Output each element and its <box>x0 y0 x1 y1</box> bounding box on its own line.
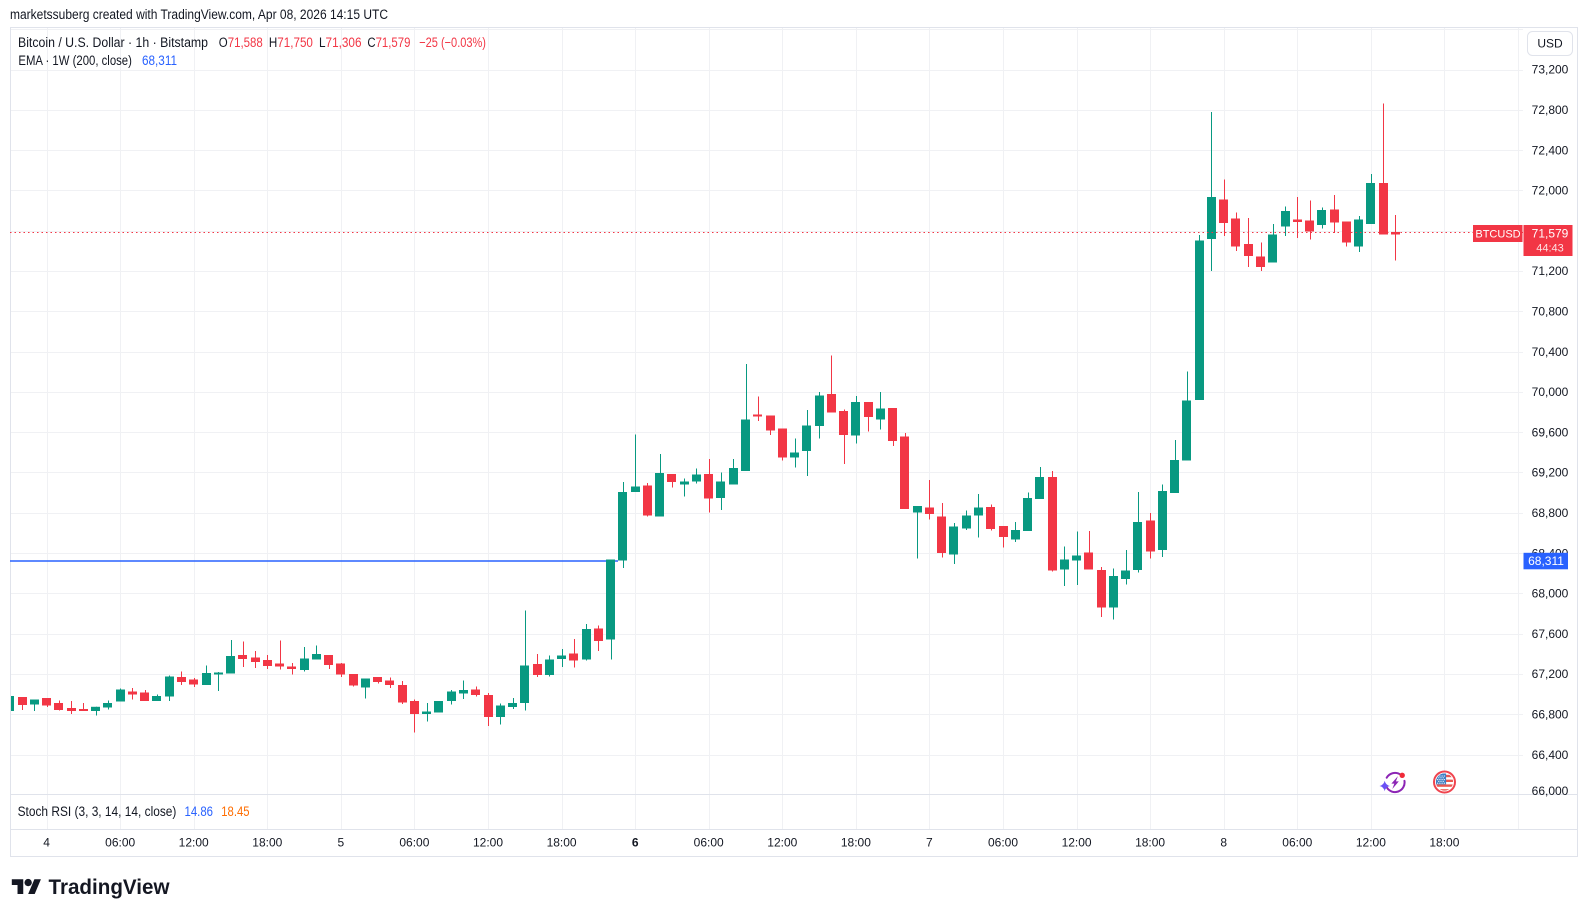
svg-text:70,400: 70,400 <box>1532 345 1569 359</box>
svg-text:18:00: 18:00 <box>1135 836 1165 850</box>
svg-text:18:00: 18:00 <box>252 836 282 850</box>
svg-text:67,600: 67,600 <box>1532 627 1569 641</box>
svg-text:marketssuberg created with Tra: marketssuberg created with TradingView.c… <box>10 7 388 22</box>
svg-text:71,200: 71,200 <box>1532 264 1569 278</box>
svg-text:70,000: 70,000 <box>1532 385 1569 399</box>
svg-text:5: 5 <box>338 836 345 850</box>
svg-text:69,200: 69,200 <box>1532 466 1569 480</box>
svg-text:Stoch RSI (3, 3, 14, 14, close: Stoch RSI (3, 3, 14, 14, close) <box>18 804 177 819</box>
svg-text:−25 (−0.03%): −25 (−0.03%) <box>419 35 486 50</box>
svg-text:O71,588: O71,588 <box>219 35 263 50</box>
svg-text:7: 7 <box>926 836 933 850</box>
svg-text:Bitcoin / U.S. Dollar · 1h · B: Bitcoin / U.S. Dollar · 1h · Bitstamp <box>18 35 208 50</box>
svg-text:TradingView: TradingView <box>49 875 170 899</box>
svg-text:68,311: 68,311 <box>142 53 177 68</box>
svg-text:12:00: 12:00 <box>473 836 503 850</box>
svg-text:73,200: 73,200 <box>1532 63 1569 77</box>
svg-text:06:00: 06:00 <box>105 836 135 850</box>
svg-text:12:00: 12:00 <box>767 836 797 850</box>
svg-text:72,000: 72,000 <box>1532 184 1569 198</box>
svg-text:4: 4 <box>43 836 50 850</box>
svg-text:L71,306: L71,306 <box>319 35 362 50</box>
svg-text:66,800: 66,800 <box>1532 708 1569 722</box>
svg-text:06:00: 06:00 <box>694 836 724 850</box>
svg-text:67,200: 67,200 <box>1532 667 1569 681</box>
svg-text:BTCUSD: BTCUSD <box>1475 229 1520 241</box>
svg-text:18:00: 18:00 <box>841 836 871 850</box>
svg-text:70,800: 70,800 <box>1532 305 1569 319</box>
svg-text:66,000: 66,000 <box>1532 784 1569 798</box>
svg-text:12:00: 12:00 <box>1062 836 1092 850</box>
svg-text:68,311: 68,311 <box>1528 554 1564 568</box>
svg-text:6: 6 <box>632 836 639 850</box>
svg-text:72,800: 72,800 <box>1532 103 1569 117</box>
svg-text:72,400: 72,400 <box>1532 143 1569 157</box>
svg-text:H71,750: H71,750 <box>269 35 313 50</box>
svg-text:EMA · 1W (200, close): EMA · 1W (200, close) <box>18 53 131 68</box>
svg-text:12:00: 12:00 <box>179 836 209 850</box>
svg-text:06:00: 06:00 <box>1282 836 1312 850</box>
svg-text:44:43: 44:43 <box>1536 243 1564 255</box>
svg-text:18:00: 18:00 <box>547 836 577 850</box>
svg-text:68,000: 68,000 <box>1532 587 1569 601</box>
svg-text:69,600: 69,600 <box>1532 425 1569 439</box>
svg-text:18.45: 18.45 <box>221 804 249 819</box>
svg-text:06:00: 06:00 <box>988 836 1018 850</box>
svg-text:68,800: 68,800 <box>1532 506 1569 520</box>
svg-text:66,400: 66,400 <box>1532 748 1569 762</box>
svg-text:C71,579: C71,579 <box>367 35 410 50</box>
svg-text:06:00: 06:00 <box>399 836 429 850</box>
svg-text:8: 8 <box>1220 836 1227 850</box>
svg-text:12:00: 12:00 <box>1356 836 1386 850</box>
svg-text:71,579: 71,579 <box>1532 227 1569 241</box>
svg-text:14.86: 14.86 <box>185 804 214 819</box>
svg-text:18:00: 18:00 <box>1429 836 1459 850</box>
svg-text:USD: USD <box>1537 37 1563 51</box>
